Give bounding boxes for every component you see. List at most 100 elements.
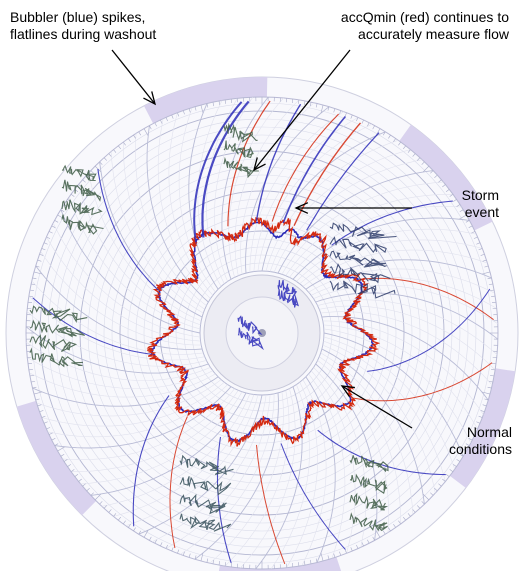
rim-tick [27, 301, 33, 304]
rim-tick [177, 112, 180, 117]
handwriting [179, 454, 234, 476]
rim-tick [160, 542, 163, 547]
rim-tick [218, 100, 221, 105]
pen-arc [360, 277, 494, 321]
rim-tick [372, 125, 375, 130]
pen-arc [169, 416, 188, 549]
rim-tick [309, 559, 312, 564]
time-arc [317, 299, 498, 355]
rim-tick [82, 179, 86, 183]
rim-tick [43, 421, 48, 424]
annotation-normal-line-2: conditions [448, 441, 512, 457]
rim-tick [491, 295, 496, 298]
rim-tick [333, 553, 336, 558]
handwriting [349, 473, 388, 494]
time-arc [35, 265, 203, 350]
rim-tick [315, 103, 318, 108]
rim-tick [32, 277, 37, 280]
time-arc [292, 217, 470, 280]
rim-tick [32, 386, 37, 389]
annotation-normal-line-1: Normal [466, 424, 512, 440]
time-arc [188, 103, 219, 290]
chart-hub [203, 274, 321, 392]
rim-tick [123, 141, 126, 146]
rim-tick [63, 459, 68, 462]
time-arc [60, 209, 201, 334]
grid-ring [79, 150, 445, 516]
rim-tick [393, 138, 396, 142]
pen-arc [201, 100, 250, 238]
time-arc [47, 384, 228, 438]
rim-tick [361, 542, 364, 547]
handwriting [179, 476, 232, 496]
rim-tick [442, 184, 446, 188]
rim-tick [453, 464, 457, 467]
pen-arc [256, 444, 286, 565]
arrow-bubbler-head [143, 91, 156, 106]
handwritten-notes [29, 122, 397, 532]
rim-tick [133, 134, 136, 139]
handwriting [61, 199, 103, 216]
handwriting [349, 512, 388, 532]
rim-tick [171, 114, 174, 119]
time-arc [135, 133, 207, 306]
handwriting [61, 214, 104, 235]
rim-tick [459, 446, 467, 452]
pen-arc [271, 113, 340, 222]
handwriting [61, 179, 102, 202]
time-arc [285, 194, 453, 276]
rim-tick [398, 141, 401, 146]
rim-tick [478, 248, 483, 251]
time-arc [101, 393, 251, 507]
time-arc [32, 376, 219, 407]
rim-tick [149, 536, 152, 541]
rim-tick [484, 398, 489, 401]
rim-tick [468, 438, 473, 441]
rim-tick [421, 501, 425, 505]
rim-tick [491, 368, 496, 371]
rim-tick [471, 231, 476, 234]
rim-tick [108, 153, 112, 157]
rim-tick [297, 99, 300, 104]
handwriting [349, 492, 389, 511]
rim-tick [41, 248, 46, 251]
time-arc [240, 102, 315, 275]
pen-arc [353, 362, 493, 402]
rim-tick [99, 501, 103, 505]
rim-band [449, 368, 516, 488]
rim-tick [407, 149, 411, 153]
rim-tick [28, 295, 33, 298]
time-arc [301, 379, 327, 566]
rim-tick [177, 549, 180, 554]
pen-arc [317, 429, 446, 476]
rim-tick [315, 558, 318, 563]
time-arc [113, 394, 255, 517]
rim-tick [320, 553, 324, 562]
handwriting [329, 250, 388, 268]
rim-tick [478, 415, 483, 418]
rim-tick [29, 289, 34, 292]
rim-tick [297, 562, 300, 567]
rim-tick [372, 536, 375, 541]
rim-tick [165, 544, 168, 549]
rim-tick [490, 374, 495, 377]
time-arc [315, 292, 499, 340]
rim-tick [113, 149, 117, 153]
rim-tick [78, 478, 82, 482]
grid-ring [143, 214, 381, 452]
pen-arc [255, 103, 302, 222]
annotation-arrows [111, 49, 413, 429]
rim-tick [188, 553, 191, 558]
rim-band [218, 556, 342, 571]
rim-tick [37, 404, 42, 407]
handwriting [329, 280, 396, 299]
time-arc [194, 392, 279, 560]
pen-arc [282, 115, 347, 224]
rim-tick [402, 145, 406, 150]
time-arc [99, 161, 203, 318]
rim-tick [33, 271, 42, 275]
grid-ring [103, 174, 421, 492]
time-arc [281, 181, 444, 275]
time-arc [224, 390, 290, 567]
